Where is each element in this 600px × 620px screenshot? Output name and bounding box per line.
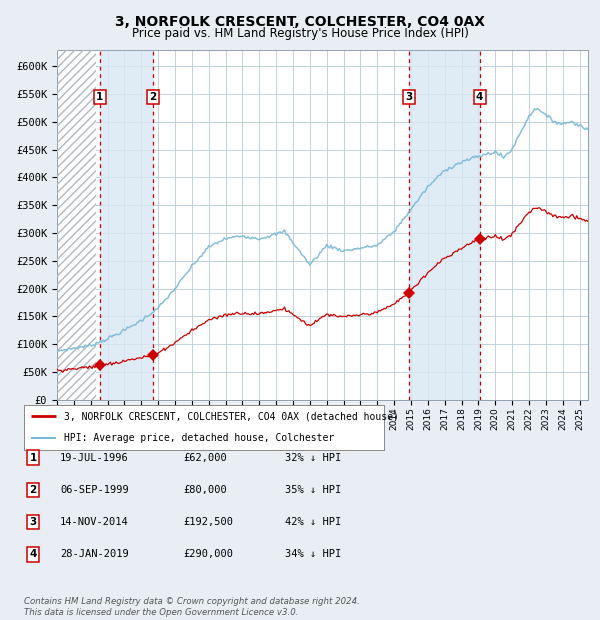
Bar xyxy=(57,50,96,400)
Text: HPI: Average price, detached house, Colchester: HPI: Average price, detached house, Colc… xyxy=(64,433,334,443)
Text: £192,500: £192,500 xyxy=(183,517,233,527)
Text: 35% ↓ HPI: 35% ↓ HPI xyxy=(285,485,341,495)
Text: 3: 3 xyxy=(29,517,37,527)
Bar xyxy=(409,50,479,400)
Text: 42% ↓ HPI: 42% ↓ HPI xyxy=(285,517,341,527)
Text: 34% ↓ HPI: 34% ↓ HPI xyxy=(285,549,341,559)
Text: £80,000: £80,000 xyxy=(183,485,227,495)
Text: £62,000: £62,000 xyxy=(183,453,227,463)
Text: 3, NORFOLK CRESCENT, COLCHESTER, CO4 0AX: 3, NORFOLK CRESCENT, COLCHESTER, CO4 0AX xyxy=(115,16,485,30)
Text: 06-SEP-1999: 06-SEP-1999 xyxy=(60,485,129,495)
Text: 1: 1 xyxy=(96,92,103,102)
Bar xyxy=(100,50,153,400)
Text: 19-JUL-1996: 19-JUL-1996 xyxy=(60,453,129,463)
Bar xyxy=(57,50,96,400)
Text: 2: 2 xyxy=(149,92,157,102)
Text: 14-NOV-2014: 14-NOV-2014 xyxy=(60,517,129,527)
Text: 4: 4 xyxy=(476,92,483,102)
Text: 3, NORFOLK CRESCENT, COLCHESTER, CO4 0AX (detached house): 3, NORFOLK CRESCENT, COLCHESTER, CO4 0AX… xyxy=(64,411,398,421)
Text: 2: 2 xyxy=(29,485,37,495)
Text: 1: 1 xyxy=(29,453,37,463)
Text: £290,000: £290,000 xyxy=(183,549,233,559)
Text: 28-JAN-2019: 28-JAN-2019 xyxy=(60,549,129,559)
Text: Price paid vs. HM Land Registry's House Price Index (HPI): Price paid vs. HM Land Registry's House … xyxy=(131,27,469,40)
Text: 4: 4 xyxy=(29,549,37,559)
Text: 32% ↓ HPI: 32% ↓ HPI xyxy=(285,453,341,463)
Text: 3: 3 xyxy=(405,92,412,102)
Text: Contains HM Land Registry data © Crown copyright and database right 2024.
This d: Contains HM Land Registry data © Crown c… xyxy=(24,598,360,617)
